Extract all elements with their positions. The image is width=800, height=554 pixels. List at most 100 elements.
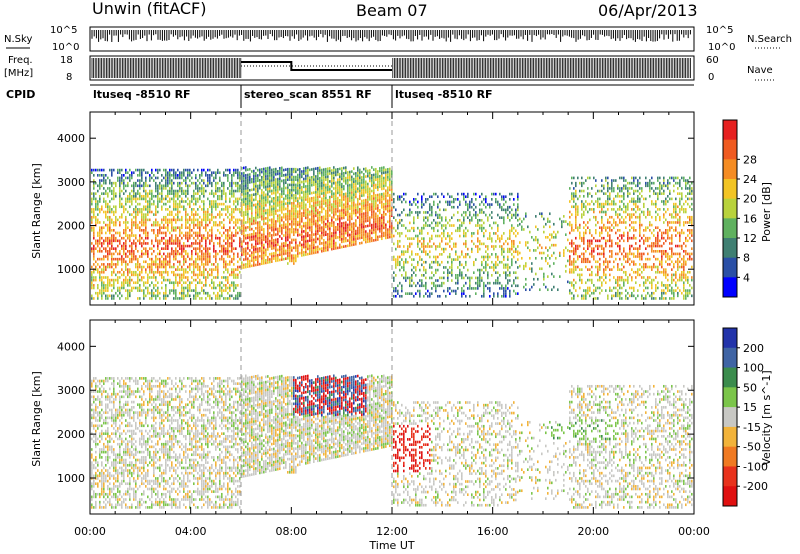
freq-tick-bottom: 8 xyxy=(66,72,72,83)
power-cell xyxy=(231,273,233,277)
power-cell xyxy=(107,215,109,219)
power-cell xyxy=(245,184,247,188)
power-cell xyxy=(127,210,129,214)
power-cell xyxy=(261,225,263,229)
power-cell xyxy=(115,257,117,261)
power-cell xyxy=(391,169,393,173)
power-cell xyxy=(207,234,209,237)
power-cell xyxy=(241,229,243,233)
power-cell xyxy=(165,265,167,269)
power-cell xyxy=(391,172,393,176)
power-cell xyxy=(363,204,365,208)
power-cell xyxy=(383,171,385,175)
power-cell xyxy=(295,167,297,171)
power-cell xyxy=(339,178,341,181)
power-cell xyxy=(169,181,171,185)
power-cell xyxy=(129,179,131,182)
power-cell xyxy=(369,205,371,209)
power-cell xyxy=(159,263,161,266)
power-cell xyxy=(107,276,109,279)
power-cell xyxy=(173,171,175,175)
power-cell xyxy=(223,231,225,235)
power-cell xyxy=(369,192,371,196)
power-cell xyxy=(223,187,225,190)
power-cell xyxy=(185,184,187,188)
power-cell xyxy=(309,168,311,172)
power-cell xyxy=(365,180,367,184)
power-cell xyxy=(171,197,173,201)
power-cell xyxy=(383,168,385,172)
power-cell xyxy=(167,192,169,195)
power-cell xyxy=(387,228,389,231)
power-cell xyxy=(167,176,169,180)
power-cell xyxy=(387,189,389,192)
power-cell xyxy=(289,254,291,257)
power-cell xyxy=(305,240,307,243)
power-cell xyxy=(173,218,175,222)
power-cell xyxy=(127,234,129,237)
power-cell xyxy=(329,243,331,246)
power-cell xyxy=(341,245,343,249)
power-cell xyxy=(289,191,291,195)
power-cell xyxy=(223,284,225,287)
power-cell xyxy=(351,193,353,197)
power-cell xyxy=(121,268,123,271)
power-cell xyxy=(397,242,399,246)
power-cell xyxy=(253,193,255,196)
power-cell xyxy=(295,259,297,263)
power-cell xyxy=(259,249,261,253)
power-cell xyxy=(305,169,307,173)
power-cell xyxy=(239,171,241,175)
power-cell xyxy=(373,218,375,221)
power-cell xyxy=(209,174,211,177)
power-cell xyxy=(331,234,333,238)
power-cell xyxy=(175,281,177,285)
power-cell xyxy=(201,257,203,261)
power-cell xyxy=(319,203,321,206)
power-cell xyxy=(95,215,97,219)
power-cell xyxy=(125,244,127,248)
power-cell xyxy=(245,229,247,232)
power-cell xyxy=(189,289,191,292)
power-cell xyxy=(355,221,357,225)
power-cell xyxy=(115,231,117,235)
power-cell xyxy=(309,226,311,229)
power-cell xyxy=(205,244,207,248)
power-cell xyxy=(335,191,337,195)
power-cell xyxy=(431,292,433,295)
power-cell xyxy=(249,196,251,200)
power-cell xyxy=(419,289,421,293)
power-cell xyxy=(349,189,351,192)
power-cell xyxy=(293,230,295,234)
power-cell xyxy=(227,278,229,282)
power-cell xyxy=(209,257,211,261)
power-cell xyxy=(257,263,259,266)
power-cell xyxy=(357,197,359,201)
power-cell xyxy=(137,184,139,188)
power-cell xyxy=(245,226,247,230)
power-cell xyxy=(275,259,277,263)
power-cell xyxy=(397,289,399,293)
power-cell xyxy=(167,171,169,175)
power-cell xyxy=(179,218,181,222)
power-cell xyxy=(183,249,185,253)
power-cell xyxy=(111,263,113,266)
cpid-segments: ltuseq -8510 RF stereo_scan 8551 RF ltuseq… xyxy=(93,85,493,108)
power-cell xyxy=(139,184,141,188)
power-cell xyxy=(113,205,115,209)
power-cell xyxy=(275,249,277,252)
nsearch-label: N.Search xyxy=(747,34,792,45)
power-cell xyxy=(267,245,269,249)
power-cell xyxy=(131,171,133,175)
power-cell xyxy=(321,179,323,182)
power-cell xyxy=(195,291,197,295)
power-cell xyxy=(173,176,175,180)
power-cell xyxy=(147,231,149,235)
power-cell xyxy=(217,291,219,295)
power-cell xyxy=(129,270,131,274)
power-cell xyxy=(219,294,221,298)
power-cell xyxy=(363,173,365,176)
power-cell xyxy=(299,244,301,247)
power-cell xyxy=(199,221,201,224)
power-cell xyxy=(243,234,245,238)
